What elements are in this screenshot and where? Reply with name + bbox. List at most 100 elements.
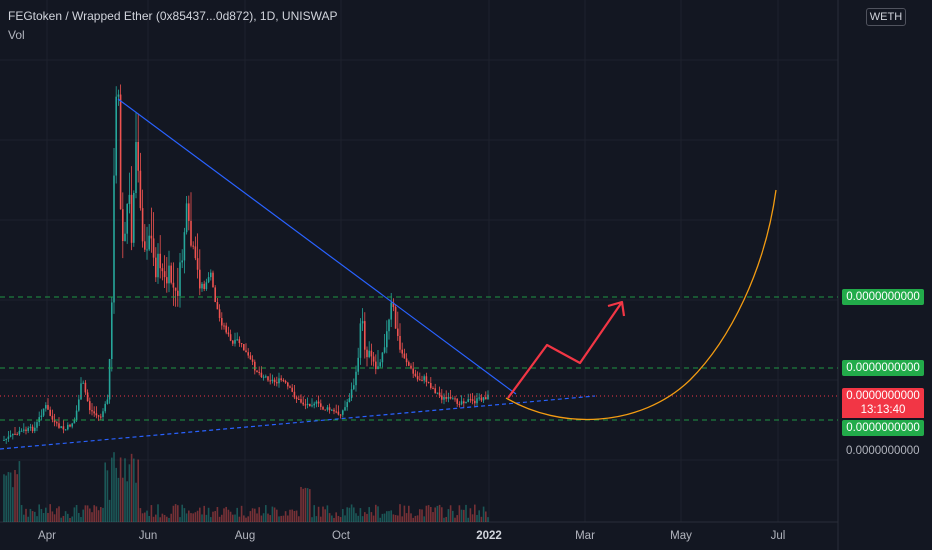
volume-bar <box>282 515 285 522</box>
candle-body <box>463 401 465 404</box>
candle-body <box>75 410 78 421</box>
candle-body <box>339 414 342 416</box>
volume-bar <box>133 458 135 522</box>
candle-body <box>397 328 399 336</box>
volume-bar <box>23 514 25 522</box>
candle-body <box>331 409 333 411</box>
volume-bars <box>3 452 489 522</box>
candle-body <box>324 409 326 411</box>
candle-body <box>157 253 159 278</box>
volume-bar <box>232 514 234 522</box>
volume-bar <box>267 513 269 522</box>
volume-bar <box>331 515 333 522</box>
quote-currency-badge[interactable]: WETH <box>866 8 906 26</box>
volume-bar <box>456 515 458 522</box>
candle-body <box>432 387 434 389</box>
candle-body <box>47 405 49 410</box>
volume-bar <box>372 515 375 522</box>
volume-bar <box>408 505 410 522</box>
volume-bar <box>126 481 128 522</box>
candle-body <box>370 350 373 357</box>
candle-body <box>216 302 219 310</box>
volume-bar <box>361 516 364 522</box>
candle-body <box>313 403 315 406</box>
volume-bar <box>67 513 69 522</box>
candle-body <box>27 427 29 431</box>
candle-body <box>350 389 353 399</box>
volume-bar <box>157 504 159 522</box>
candle-body <box>12 433 14 436</box>
volume-bar <box>348 507 351 522</box>
support-trendline <box>0 395 596 450</box>
candle-body <box>295 397 298 399</box>
volume-indicator-label[interactable]: Vol <box>8 28 25 42</box>
volume-bar <box>223 508 225 522</box>
volume-bar <box>487 517 489 522</box>
volume-bar <box>445 516 447 522</box>
volume-bar <box>135 482 137 522</box>
volume-bar <box>84 505 87 522</box>
volume-bar <box>251 508 254 522</box>
volume-bar <box>401 516 403 522</box>
candle-body <box>159 253 161 269</box>
volume-bar <box>474 504 476 522</box>
candle-body <box>465 401 467 404</box>
candle-body <box>49 409 51 416</box>
candle-body <box>203 283 205 290</box>
volume-bar <box>403 505 406 522</box>
candle-body <box>273 379 276 383</box>
volume-bar <box>394 515 397 522</box>
volume-bar <box>141 513 144 522</box>
candle-body <box>170 265 172 283</box>
volume-bar <box>104 462 106 522</box>
volume-bar <box>102 507 104 522</box>
volume-bar <box>229 511 232 522</box>
candle-body <box>179 262 181 296</box>
candle-body <box>113 175 115 303</box>
candle-body <box>234 339 236 344</box>
candle-body <box>218 309 221 319</box>
candle-body <box>108 359 111 400</box>
candle-body <box>141 208 144 242</box>
candle-body <box>190 220 192 246</box>
projection-arrowhead <box>607 300 626 317</box>
x-tick-label: Aug <box>234 530 256 542</box>
candle-body <box>104 403 106 412</box>
volume-bar <box>146 510 148 522</box>
candle-body <box>430 382 432 388</box>
volume-bar <box>144 512 146 522</box>
volume-bar <box>205 514 208 522</box>
volume-bar <box>311 517 313 522</box>
volume-bar <box>357 515 359 522</box>
volume-bar <box>423 516 425 522</box>
candle-body <box>201 283 203 289</box>
candle-body <box>386 331 388 348</box>
symbol-title[interactable]: FEGtoken / Wrapped Ether (0x85437...0d87… <box>8 9 338 23</box>
rounded-bottom-curve <box>505 189 777 421</box>
volume-bar <box>262 513 265 522</box>
candle-body <box>271 379 274 382</box>
candle-body <box>221 318 223 326</box>
volume-bar <box>192 513 194 522</box>
candle-body <box>260 372 263 378</box>
candle-body <box>62 426 65 430</box>
volume-bar <box>62 515 65 522</box>
volume-bar <box>449 505 452 522</box>
candle-body <box>20 430 23 432</box>
candle-body <box>348 398 351 403</box>
candle-body <box>258 371 260 373</box>
candle-body <box>45 405 47 409</box>
volume-bar <box>227 509 230 522</box>
candle-body <box>474 400 476 404</box>
candle-body <box>379 362 381 367</box>
price-tag-mid: 0.0000000000 <box>842 360 924 376</box>
candle-body <box>80 383 82 400</box>
candle-body <box>23 429 25 431</box>
candle-body <box>306 403 309 406</box>
volume-bar <box>295 510 298 522</box>
candle-body <box>42 408 45 416</box>
volume-bar <box>414 515 417 522</box>
volume-bar <box>386 511 388 522</box>
candle-body <box>392 302 395 307</box>
